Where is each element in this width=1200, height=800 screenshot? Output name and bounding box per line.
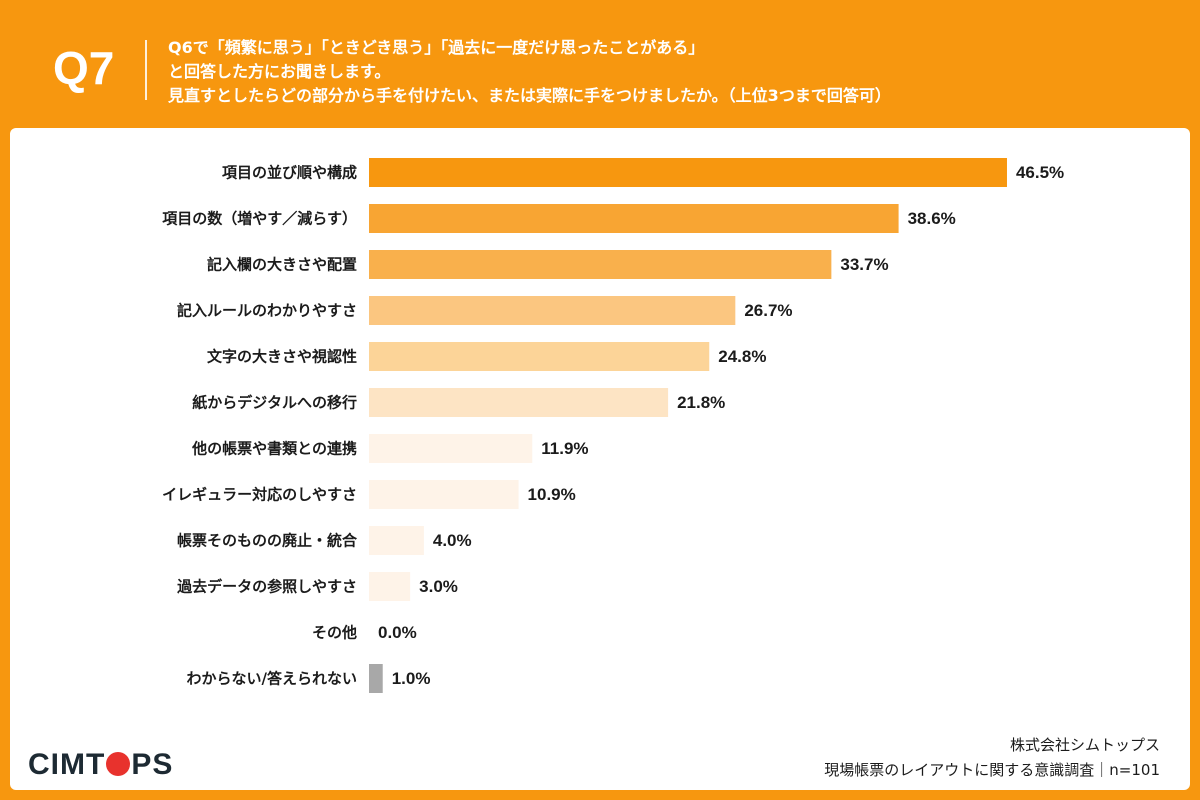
bar [369,388,669,417]
bar [369,572,411,601]
category-label: 文字の大きさや視認性 [207,348,357,366]
company-name: 株式会社シムトップス [1009,736,1160,754]
value-label: 3.0% [419,577,458,596]
value-label: 0.0% [378,623,417,642]
value-label: 21.8% [677,393,725,412]
category-label: イレギュラー対応のしやすさ [162,486,357,504]
bar [369,434,533,463]
category-label: 紙からデジタルへの移行 [192,394,357,412]
value-label: 26.7% [744,301,792,320]
footer-credit: 株式会社シムトップス 現場帳票のレイアウトに関する意識調査｜n=101 [824,733,1160,783]
category-label: その他 [312,624,357,642]
survey-info: 現場帳票のレイアウトに関する意識調査｜n=101 [824,761,1160,779]
header-divider [145,40,147,100]
value-label: 4.0% [433,531,472,550]
bar [369,204,899,233]
question-line-2: と回答した方にお聞きします。 [168,62,391,81]
logo-red-dot [106,752,131,776]
bar [369,296,736,325]
category-label: 記入ルールのわかりやすさ [177,302,357,320]
category-label: 項目の数（増やす／減らす） [162,210,357,228]
category-label: 記入欄の大きさや配置 [207,256,357,274]
bar [369,250,832,279]
category-label: 他の帳票や書類との連携 [191,440,357,458]
category-label: わからない/答えられない [187,670,357,688]
category-label: 項目の並び順や構成 [222,164,357,182]
category-label: 過去データの参照しやすさ [176,578,357,596]
logo-text-end: PS [131,748,174,781]
question-number: Q7 [53,42,115,94]
value-label: 33.7% [840,255,888,274]
chart-card: 項目の並び順や構成 46.5% 項目の数（増やす／減らす） 38.6% 記入欄の大きさや… [10,128,1190,790]
cimtops-logo: CIMT PS [28,745,173,785]
value-label: 24.8% [718,347,766,366]
value-label: 46.5% [1016,163,1064,182]
question-line-1: Q6で「頻繁に思う」「ときどき思う」「過去に一度だけ思ったことがある」 [168,38,705,57]
question-header: Q7 Q6で「頻繁に思う」「ときどき思う」「過去に一度だけ思ったことがある」 と… [0,0,1200,130]
logo-text-start: CIMT [28,748,106,781]
bar [369,480,519,509]
bar [369,158,1007,187]
bar [369,342,710,371]
category-label: 帳票そのものの廃止・統合 [177,532,358,550]
question-line-3: 見直すとしたらどの部分から手を付けたい、または実際に手をつけましたか。（上位3つ… [168,86,891,105]
value-label: 10.9% [528,485,576,504]
bar [369,664,383,693]
bar-chart: 項目の並び順や構成 46.5% 項目の数（増やす／減らす） 38.6% 記入欄の大きさや… [162,158,1064,693]
question-text: Q6で「頻繁に思う」「ときどき思う」「過去に一度だけ思ったことがある」 と回答し… [168,36,1178,108]
value-label: 1.0% [392,669,431,688]
bar [369,526,424,555]
value-label: 38.6% [908,209,956,228]
value-label: 11.9% [541,439,588,458]
